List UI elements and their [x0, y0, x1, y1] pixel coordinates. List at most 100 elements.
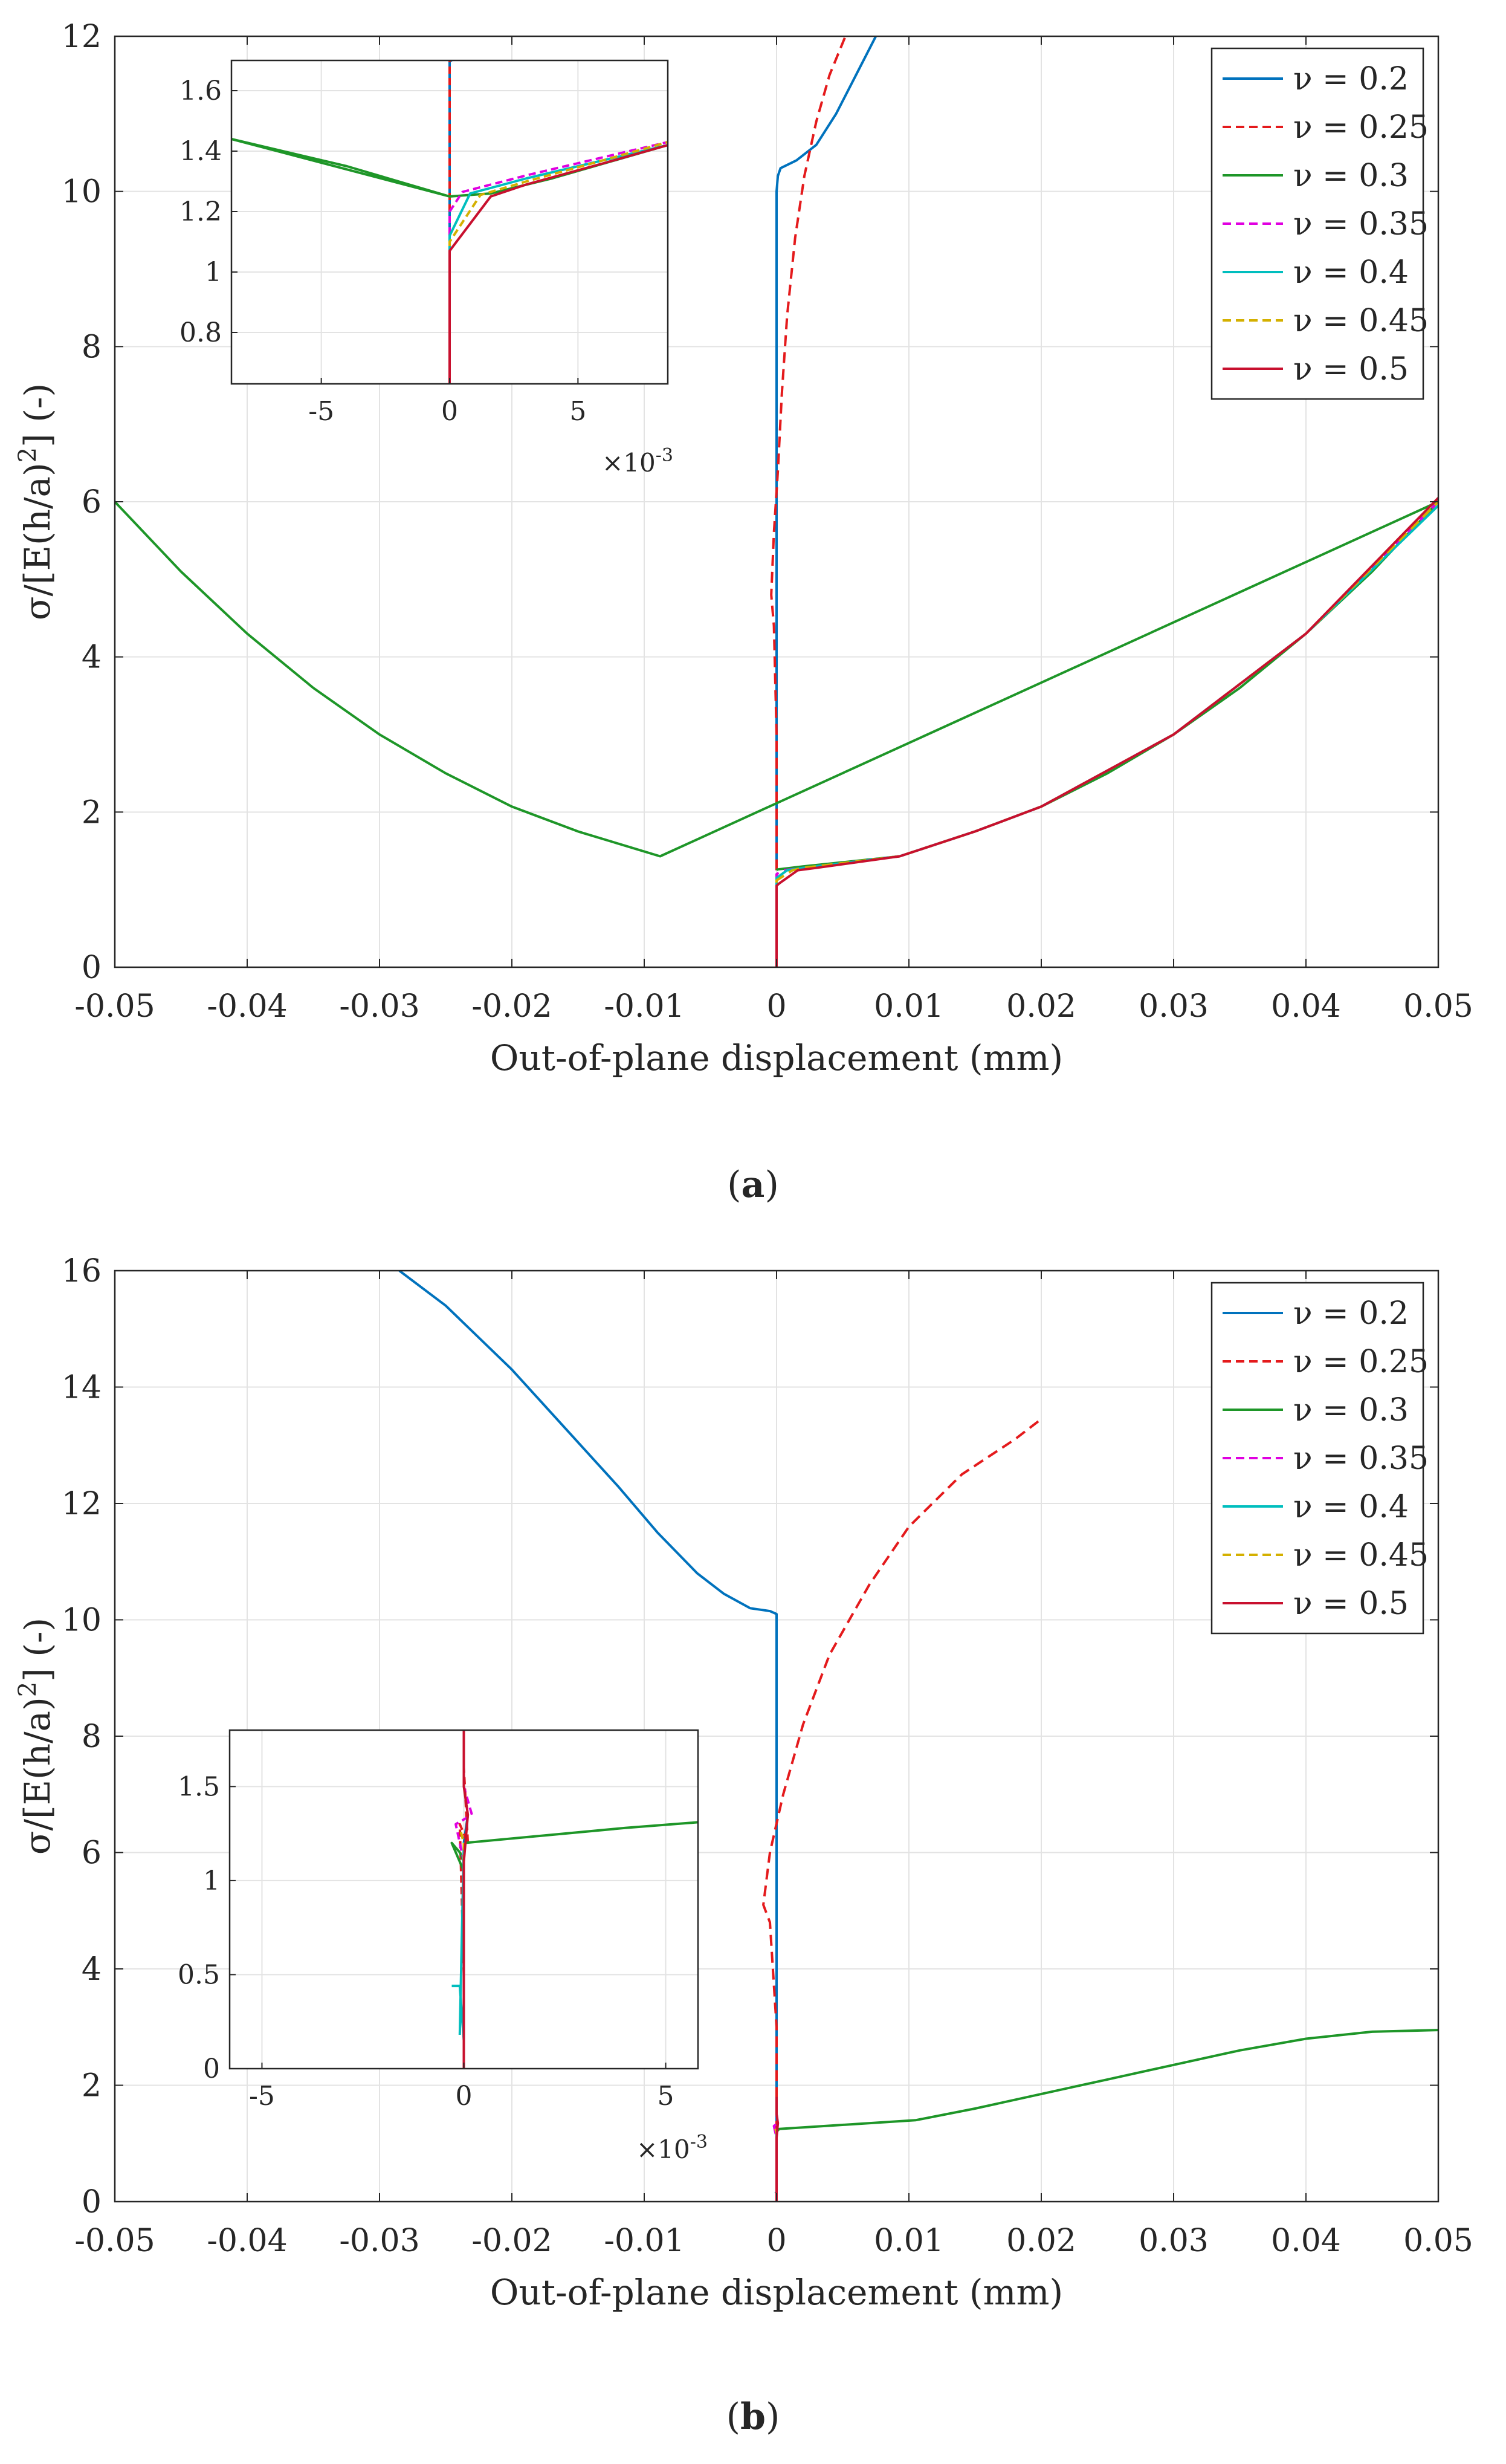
chart0-inset-x-tick-label: 5 [569, 396, 586, 427]
chart0-y-tick-label: 8 [82, 329, 102, 365]
chart1-y-axis-label-superscript: 2 [14, 1682, 42, 1697]
chart0-y-tick-label: 4 [82, 640, 102, 676]
panel-label-b: (b) [726, 2396, 780, 2438]
chart0-inset-series-group [231, 60, 668, 384]
chart1-inset-y-tick-label: 1 [203, 1866, 220, 1896]
chart0-legend-box [1210, 47, 1424, 400]
chart1-x-tick-label: 0.04 [1271, 2223, 1341, 2259]
chart1-inset-y-tick-label: 0 [203, 2054, 220, 2084]
chart1-inset-x-tick-label: -5 [249, 2081, 275, 2112]
chart0-legend-label-3: ν = 0.35 [1293, 206, 1429, 242]
chart1-y-tick-label: 8 [82, 1719, 102, 1755]
chart1-series-line-1 [762, 1418, 1042, 2132]
panel-label-a: (a) [727, 1164, 779, 1206]
chart1-series-line-6 [775, 2096, 780, 2202]
chart0-y-axis-label: σ/[E(h/a)2] (-) [14, 383, 58, 620]
chart0-legend-label-5: ν = 0.45 [1293, 303, 1429, 339]
chart1-x-tick-label: 0.03 [1139, 2223, 1209, 2259]
chart0-inset-x-multiplier-exp: -3 [656, 445, 673, 466]
chart0-x-tick-label: 0 [766, 988, 786, 1025]
chart1-legend-label-6: ν = 0.5 [1293, 1586, 1409, 1622]
chart0-inset-x-tick-label: -5 [308, 396, 334, 427]
chart0-y-axis-label-part1: σ/[E(h/a) [17, 462, 58, 620]
chart0-x-tick-label: -0.04 [207, 988, 287, 1025]
chart1-legend-label-0: ν = 0.2 [1293, 1295, 1409, 1332]
chart1-x-tick-label: -0.05 [74, 2223, 155, 2259]
chart0-y-tick-label: 6 [82, 484, 102, 520]
chart1-x-tick-label: 0 [766, 2223, 786, 2259]
chart0-legend-label-4: ν = 0.4 [1293, 255, 1409, 291]
chart0-inset: -5 0 5 0.8 1 1.2 1.4 1.6 ×10-3 [179, 59, 673, 478]
chart0-legend-label-6: ν = 0.5 [1293, 351, 1409, 387]
chart1-inset-x-multiplier-exp: -3 [690, 2132, 708, 2153]
chart1-series-line-0 [398, 1271, 778, 2132]
chart1-legend-label-2: ν = 0.3 [1293, 1392, 1409, 1428]
chart0-inset-y-tick-label: 1.4 [179, 136, 222, 167]
chart0-x-tick-label: 0.02 [1006, 988, 1076, 1025]
chart0-series-line-6 [775, 497, 1438, 967]
chart0-y-tick-label: 0 [82, 950, 102, 986]
chart0-x-tick-label: 0.03 [1139, 988, 1209, 1025]
chart0-legend: ν = 0.2 ν = 0.25 ν = 0.3 ν = 0.35 ν = 0.4 ν =… [1210, 47, 1429, 400]
chart0-x-tick-label: 0.01 [874, 988, 944, 1025]
chart1-y-tick-label: 14 [62, 1370, 102, 1406]
chart1-inset: -5 0 5 0 0.5 1 1.5 ×10-3 [178, 1729, 708, 2165]
chart0-legend-label-1: ν = 0.25 [1293, 109, 1429, 146]
chart0-series-line-1 [770, 36, 847, 871]
chart1-inset-series-line-6 [462, 1730, 470, 2069]
chart0-inset-x-tick-label: 0 [441, 396, 458, 427]
chart1-inset-y-tick-label: 1.5 [178, 1771, 220, 1802]
chart1-x-tick-label: -0.01 [604, 2223, 684, 2259]
chart0-y-tick-label: 2 [82, 794, 102, 831]
chart0-x-axis-label: Out-of-plane displacement (mm) [490, 1037, 1063, 1078]
chart1-legend-label-4: ν = 0.4 [1293, 1489, 1409, 1525]
chart0-inset-y-tick-label: 1.6 [179, 76, 222, 106]
chart0-legend-label-0: ν = 0.2 [1293, 61, 1409, 97]
chart0-inset-y-tick-label: 1.2 [179, 196, 222, 227]
chart0-x-tick-label: 0.05 [1403, 988, 1473, 1025]
chart1-y-tick-label: 0 [82, 2184, 102, 2220]
chart0-x-tick-label: 0.04 [1271, 988, 1341, 1025]
chart1-inset-x-tick-label: 0 [456, 2081, 473, 2112]
chart0-y-tick-label: 12 [62, 19, 102, 55]
chart0-y-axis-label-part3: ] (-) [17, 383, 58, 447]
chart1-x-tick-label: -0.04 [207, 2223, 287, 2259]
chart1-y-axis-label-part1: σ/[E(h/a) [17, 1697, 58, 1855]
chart1-x-tick-label: 0.05 [1403, 2223, 1473, 2259]
chart0-x-tick-label: -0.05 [74, 988, 155, 1025]
chart1-inset-y-tick-label: 0.5 [178, 1959, 220, 1990]
chart1-legend-label-5: ν = 0.45 [1293, 1537, 1429, 1574]
chart1-y-tick-label: 6 [82, 1835, 102, 1872]
chart0-inset-y-tick-label: 1 [205, 257, 222, 288]
chart0-x-tick-label: -0.03 [339, 988, 419, 1025]
chart0-x-tick-label: -0.01 [604, 988, 684, 1025]
chart1-legend-box [1210, 1282, 1424, 1635]
chart1-x-axis-label: Out-of-plane displacement (mm) [490, 2272, 1063, 2313]
chart1-inset-series-group [450, 1730, 698, 2069]
chart1-x-tick-label: 0.01 [874, 2223, 944, 2259]
chart1-y-axis-label-part3: ] (-) [17, 1618, 58, 1682]
chart1-series-line-2 [775, 2029, 1438, 2133]
chart0-series-group [115, 36, 1438, 967]
chart1-x-tick-label: -0.02 [471, 2223, 552, 2259]
chart1-series-group [398, 1271, 1438, 2202]
chart0-inset-x-multiplier-base: ×10 [602, 448, 656, 478]
chart0-inset-y-tick-label: 0.8 [179, 317, 222, 348]
chart0-series-line-0 [775, 36, 877, 871]
chart1-y-tick-label: 2 [82, 2068, 102, 2104]
chart1-inset-x-multiplier: ×10-3 [636, 2132, 708, 2165]
chart0-y-axis-label-superscript: 2 [14, 447, 42, 462]
chart1-y-tick-label: 4 [82, 1951, 102, 1988]
chart1-y-axis-label: σ/[E(h/a)2] (-) [14, 1618, 58, 1855]
chart1-inset-x-tick-label: 5 [658, 2081, 674, 2112]
chart1-y-tick-label: 10 [62, 1603, 102, 1639]
chart1-y-tick-label: 16 [62, 1253, 102, 1289]
chart1-legend-label-3: ν = 0.35 [1293, 1441, 1429, 1477]
chart0-y-tick-label: 10 [62, 174, 102, 210]
chart1-legend: ν = 0.2 ν = 0.25 ν = 0.3 ν = 0.35 ν = 0.4 ν =… [1210, 1282, 1429, 1635]
chart0-inset-x-multiplier: ×10-3 [602, 445, 673, 478]
chart1-x-tick-label: -0.03 [339, 2223, 419, 2259]
chart1-y-tick-label: 12 [62, 1486, 102, 1522]
chart0-legend-label-2: ν = 0.3 [1293, 158, 1409, 194]
